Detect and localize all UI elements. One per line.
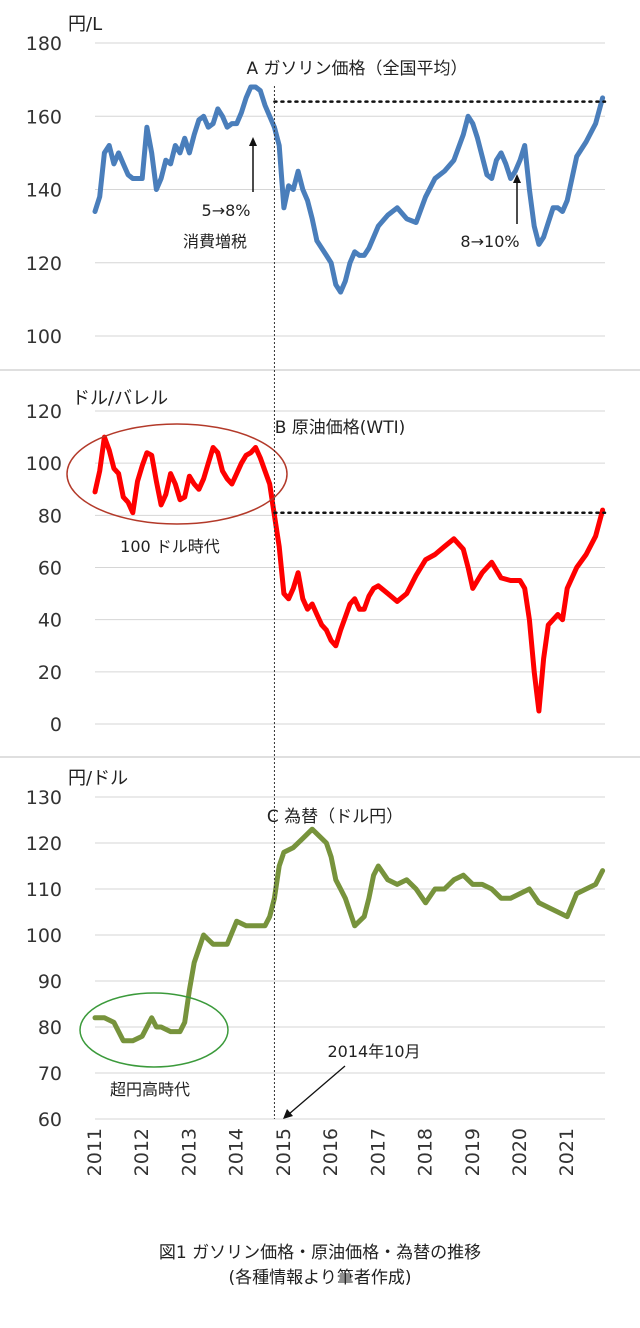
y-tick-label: 0 (50, 714, 62, 736)
x-tick-label: 2013 (178, 1128, 200, 1176)
y-tick-label: 120 (26, 401, 62, 423)
x-tick-label: 2018 (415, 1128, 437, 1176)
x-tick-label: 2012 (131, 1128, 153, 1176)
series-line-crude-oil (92, 434, 606, 714)
annotation-arrowhead (249, 137, 257, 146)
series-layer (66, 84, 607, 1119)
panel-title: B 原油価格(WTI) (275, 418, 406, 438)
highlight-ellipse-strong-yen-era (79, 992, 229, 1068)
y-tick-label: 160 (26, 106, 62, 128)
y-tick-label: 60 (38, 1109, 62, 1131)
annotation-tax-8-10: 8→10% (460, 232, 519, 251)
y-tick-label: 70 (38, 1063, 62, 1085)
x-tick-label: 2021 (556, 1128, 578, 1176)
x-tick-label: 2019 (462, 1128, 484, 1176)
x-tick-label: 2016 (320, 1128, 342, 1176)
y-tick-label: 90 (38, 971, 62, 993)
y-tick-label: 110 (26, 879, 62, 901)
caption-line-2: (各種情報より筆者作成) (229, 1268, 412, 1288)
y-tick-label: 40 (38, 610, 62, 632)
gridlines-layer (95, 42, 605, 1120)
y-tick-label: 20 (38, 662, 62, 684)
x-tick-label: 2020 (509, 1128, 531, 1176)
highlight-ellipse-100-dollar-era (66, 423, 288, 525)
figure-caption: 図1 ガソリン価格・原油価格・為替の推移 (各種情報より筆者作成) (159, 1243, 481, 1288)
annotation-2014-october: 2014年10月 (327, 1042, 420, 1061)
y-tick-label: 80 (38, 1017, 62, 1039)
labels-layer: 100 120 140 160 180 円/L A ガソリン価格（全国平均） 0 20 40 60 8… (26, 14, 578, 1176)
annotation-arrowhead (513, 174, 521, 183)
unit-label: 円/ドル (68, 768, 128, 789)
x-tick-label: 2015 (273, 1128, 295, 1176)
series-line-exchange-rate (92, 826, 606, 1044)
y-tick-label: 60 (38, 558, 62, 580)
panel-title: A ガソリン価格（全国平均） (246, 59, 467, 79)
y-tick-label: 100 (26, 453, 62, 475)
y-tick-label: 180 (26, 33, 62, 55)
annotation-strong-yen-era: 超円高時代 (110, 1080, 190, 1099)
y-tick-label: 140 (26, 180, 62, 202)
y-tick-label: 100 (26, 925, 62, 947)
annotation-arrow (288, 1065, 346, 1115)
y-tick-label: 80 (38, 505, 62, 527)
panel-separators (0, 369, 640, 758)
y-tick-label: 120 (26, 253, 62, 275)
annotation-arrowhead (283, 1109, 293, 1119)
y-tick-label: 130 (26, 787, 62, 809)
x-tick-label: 2014 (226, 1128, 248, 1176)
annotation-consumption-tax: 消費増税 (183, 232, 247, 251)
caption-line-1: 図1 ガソリン価格・原油価格・為替の推移 (159, 1243, 481, 1263)
series-line-gasoline (92, 84, 606, 295)
y-tick-label: 100 (26, 326, 62, 348)
unit-label: ドル/バレル (72, 388, 168, 409)
annotation-tax-5-8: 5→8% (202, 201, 251, 220)
annotation-100-dollar-era: 100 ドル時代 (120, 537, 220, 556)
panel-title: C 為替（ドル円） (267, 807, 403, 827)
unit-label: 円/L (68, 14, 102, 35)
y-tick-label: 120 (26, 833, 62, 855)
x-tick-label: 2017 (367, 1128, 389, 1176)
x-tick-label: 2011 (84, 1128, 106, 1176)
